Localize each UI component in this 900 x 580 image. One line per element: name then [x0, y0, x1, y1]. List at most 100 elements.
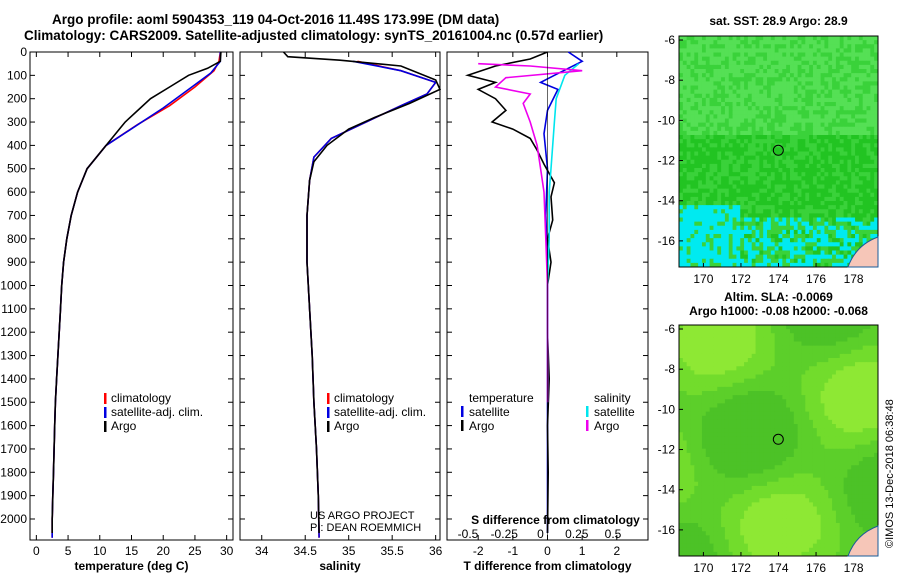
map-cell [789, 225, 795, 231]
map-cell [751, 407, 756, 413]
map-cell [732, 436, 737, 441]
diff-legend-header: salinity [594, 391, 631, 405]
map-cell [767, 457, 772, 462]
map-cell [744, 126, 749, 132]
map-cell [820, 217, 825, 223]
map-cell [820, 48, 825, 53]
map-cell [832, 440, 837, 446]
map-cell [744, 345, 749, 351]
map-cell [770, 89, 776, 95]
map-cell [797, 56, 802, 62]
map-cell [736, 168, 741, 173]
map-cell [728, 184, 733, 190]
map-cell [744, 114, 749, 119]
map-cell [793, 432, 799, 437]
map-cell [690, 151, 695, 157]
map-cell [686, 436, 691, 441]
map-cell [835, 250, 841, 256]
map-cell [744, 349, 749, 355]
map-cell [858, 448, 864, 454]
map-cell [820, 358, 825, 363]
map-cell [763, 184, 768, 190]
map-cell [698, 168, 703, 173]
map-cell [721, 362, 726, 367]
map-cell [744, 432, 749, 437]
map-cell [847, 155, 852, 161]
map-cell [770, 56, 776, 62]
map-cell [812, 81, 818, 86]
map-cell [870, 395, 875, 400]
map-cell [751, 89, 756, 95]
map-cell [866, 163, 871, 169]
map-cell [874, 374, 879, 380]
map-cell [874, 52, 879, 58]
map-cell [828, 325, 833, 330]
map-cell [789, 378, 795, 384]
map-cell [724, 122, 730, 128]
map-cell [759, 44, 764, 49]
map-cell [701, 238, 707, 243]
map-cell [874, 337, 879, 342]
map-cell [705, 452, 711, 458]
map-cell [728, 122, 733, 128]
map-cell [744, 221, 749, 227]
map-cell [870, 85, 875, 91]
map-cell [832, 419, 837, 425]
map-cell [709, 382, 714, 388]
map-cell [843, 221, 848, 227]
map-cell [866, 337, 871, 342]
map-cell [789, 106, 795, 111]
map-cell [851, 217, 856, 223]
map-cell [786, 250, 791, 256]
map-cell [828, 201, 833, 206]
map-cell [832, 106, 837, 111]
map-cell [793, 155, 799, 161]
sal-legend-swatch [327, 393, 330, 404]
y-tick-label: 2000 [0, 512, 27, 526]
map-cell [759, 444, 764, 450]
y-tick-label: 600 [7, 185, 27, 199]
map-cell [728, 337, 733, 342]
map-cell [847, 85, 852, 91]
map-cell [786, 440, 791, 446]
map-cell [736, 77, 741, 82]
map-cell [847, 461, 852, 466]
map-cell [698, 205, 703, 210]
map-cell [732, 172, 737, 177]
map-cell [751, 452, 756, 458]
map-cell [855, 221, 860, 227]
map-cell [786, 345, 791, 351]
map-cell [713, 85, 718, 91]
map-cell [809, 386, 814, 392]
map-cell [847, 391, 852, 396]
map-cell [828, 77, 833, 82]
map-cell [862, 36, 867, 41]
map-cell [770, 403, 776, 408]
map-cell [724, 172, 730, 177]
map-cell [855, 424, 860, 429]
map-cell [686, 163, 691, 169]
map-cell [862, 172, 867, 177]
map-cell [736, 225, 741, 231]
map-cell [682, 139, 688, 144]
map-cell [812, 118, 818, 124]
map-cell [721, 209, 726, 214]
map-cell [782, 122, 787, 128]
map-cell [839, 106, 844, 111]
map-cell [824, 205, 829, 210]
map-cell [832, 168, 837, 173]
map-cell [701, 229, 707, 235]
map-cell [682, 188, 688, 194]
map-cell [805, 147, 810, 152]
map-cell [698, 85, 703, 91]
map-cell [770, 362, 776, 367]
map-cell [789, 205, 795, 210]
map-cell [701, 155, 707, 161]
map-cell [740, 374, 745, 380]
map-cell [855, 415, 860, 421]
map-cell [847, 56, 852, 62]
map-cell [847, 341, 852, 347]
map-cell [858, 118, 864, 124]
map-cell [740, 143, 745, 148]
